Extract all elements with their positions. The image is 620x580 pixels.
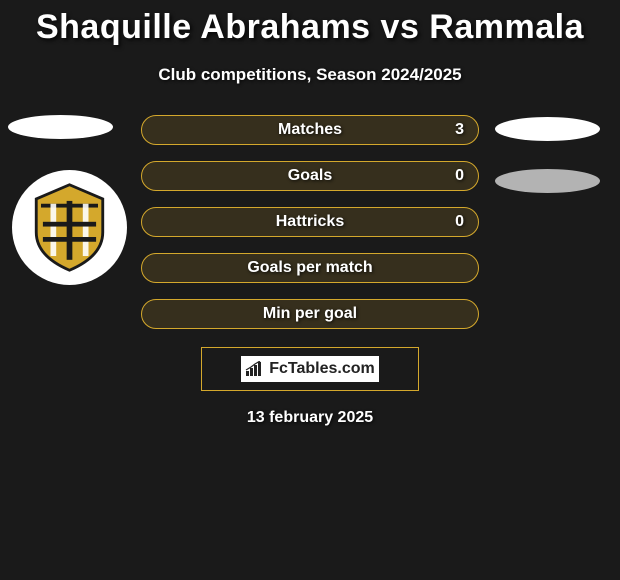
stat-row: Goals 0 [141,161,479,191]
stat-value: 3 [455,121,464,139]
stat-value: 0 [455,213,464,231]
stat-row: Matches 3 [141,115,479,145]
stat-label: Goals [288,167,332,185]
page-title: Shaquille Abrahams vs Rammala [0,0,620,47]
report-date: 13 february 2025 [0,409,620,427]
stat-value: 0 [455,167,464,185]
brand-name: FcTables.com [269,358,375,380]
player-right-placeholder-1 [495,117,600,141]
player-right-placeholder-2 [495,169,600,193]
brand-box[interactable]: FcTables.com [201,347,419,391]
page-subtitle: Club competitions, Season 2024/2025 [0,65,620,85]
club-badge [12,170,127,285]
stat-label: Matches [278,121,342,139]
stat-row: Min per goal [141,299,479,329]
stat-label: Min per goal [263,305,357,323]
stats-list: Matches 3 Goals 0 Hattricks 0 Goals per … [141,115,479,329]
stat-label: Hattricks [276,213,344,231]
stat-row: Hattricks 0 [141,207,479,237]
chart-icon [245,361,265,377]
club-badge-icon [22,180,117,275]
stat-label: Goals per match [247,259,372,277]
brand-wrap: FcTables.com [241,356,379,382]
stat-row: Goals per match [141,253,479,283]
player-left-placeholder [8,115,113,139]
comparison-content: Matches 3 Goals 0 Hattricks 0 Goals per … [0,115,620,427]
